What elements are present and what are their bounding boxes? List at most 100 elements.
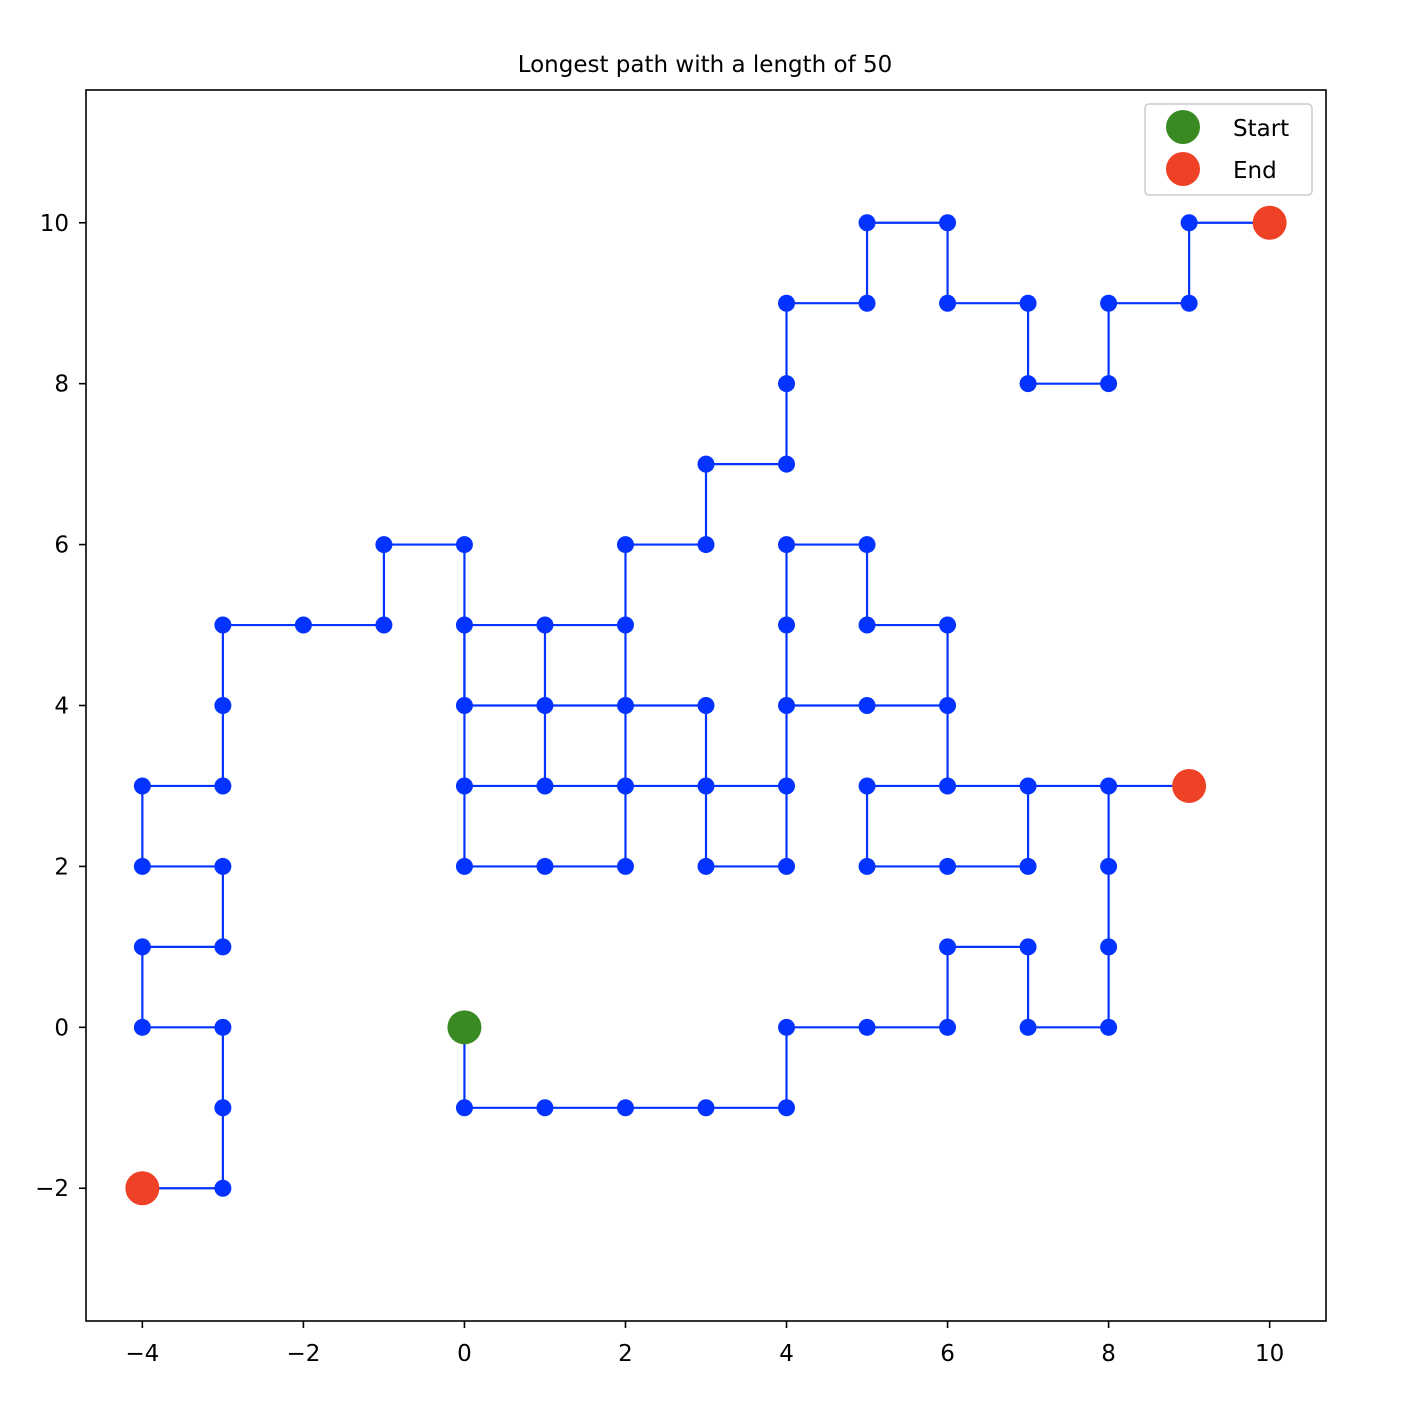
path-node [1019, 857, 1037, 875]
path-node [697, 455, 715, 473]
path-node [939, 938, 957, 956]
path-node [778, 1018, 796, 1036]
path-node [536, 697, 554, 714]
path-node [1100, 938, 1118, 956]
y-tick-label: 2 [54, 854, 69, 880]
path-node [697, 697, 715, 714]
path-node [858, 857, 876, 875]
path-node [858, 1018, 876, 1036]
path-node [616, 616, 634, 634]
path-node [1019, 294, 1037, 312]
path-node [858, 697, 876, 714]
path-node [616, 697, 634, 714]
path-node [858, 536, 876, 554]
path-node [939, 214, 957, 232]
path-node [1100, 857, 1118, 875]
legend-marker-end [1166, 152, 1200, 186]
path-node [858, 214, 876, 232]
path-node [697, 536, 715, 554]
legend-label-end: End [1233, 158, 1277, 184]
x-tick-label: −4 [125, 1341, 159, 1367]
path-node [616, 777, 634, 795]
plot-area [125, 205, 1287, 1206]
path-node [1100, 375, 1118, 393]
path-node [214, 857, 232, 875]
x-tick-label: 10 [1255, 1341, 1284, 1367]
path-node [1180, 214, 1198, 232]
path-node [294, 616, 312, 634]
path-node [1019, 375, 1037, 393]
x-tick-label: 0 [457, 1341, 472, 1367]
path-node [214, 1099, 232, 1117]
y-tick-label: 4 [54, 694, 69, 720]
path-node [1100, 294, 1118, 312]
x-axis: −4 −2 0 2 4 6 8 10 [125, 1321, 1284, 1367]
path-node [858, 777, 876, 795]
path-segment-6 [624, 221, 1270, 626]
y-tick-label: 8 [54, 372, 69, 398]
end-point-marker [1172, 768, 1207, 803]
path-node [455, 777, 473, 795]
path-node [778, 455, 796, 473]
path-node [375, 536, 393, 554]
path-node [858, 294, 876, 312]
path-segment-2 [865, 784, 1030, 868]
path-node [939, 697, 957, 714]
path-node [536, 616, 554, 634]
path-node [697, 857, 715, 875]
x-tick-label: 6 [940, 1341, 955, 1367]
path-node [616, 857, 634, 875]
end-point-marker [125, 1171, 160, 1206]
start-point-marker [447, 1010, 482, 1045]
path-node [778, 857, 796, 875]
path-node [697, 1099, 715, 1117]
end-point-marker [1252, 205, 1287, 240]
x-tick-label: 2 [618, 1341, 633, 1367]
path-node [778, 697, 796, 714]
y-tick-label: 10 [40, 211, 69, 237]
path-node [214, 616, 232, 634]
path-node [1100, 1018, 1118, 1036]
path-node [536, 1099, 554, 1117]
x-tick-label: 8 [1101, 1341, 1116, 1367]
path-node [1019, 777, 1037, 795]
y-tick-label: −2 [35, 1176, 69, 1202]
path-node [133, 777, 151, 795]
path-node [939, 616, 957, 634]
path-node [1019, 938, 1037, 956]
legend-label-start: Start [1233, 116, 1289, 142]
legend: Start End [1144, 103, 1313, 196]
path-node [375, 616, 393, 634]
path-node [536, 857, 554, 875]
path-node [778, 294, 796, 312]
path-node [536, 777, 554, 795]
path-node [214, 1179, 232, 1197]
path-node [616, 536, 634, 554]
path-node [214, 1018, 232, 1036]
y-tick-label: 0 [54, 1015, 69, 1041]
path-node [214, 777, 232, 795]
path-node [778, 777, 796, 795]
legend-marker-start [1166, 110, 1200, 144]
path-node [939, 777, 957, 795]
path-node [778, 616, 796, 634]
path-node [1019, 1018, 1037, 1036]
path-node [1100, 777, 1118, 795]
chart-title: Longest path with a length of 50 [518, 52, 893, 78]
path-node [858, 616, 876, 634]
path-node [939, 294, 957, 312]
path-node [133, 938, 151, 956]
y-axis: −2 0 2 4 6 8 10 [35, 211, 86, 1202]
path-node [778, 375, 796, 393]
path-node [939, 1018, 957, 1036]
path-node [214, 938, 232, 956]
path-node [455, 697, 473, 714]
path-node [616, 1099, 634, 1117]
path-node [455, 1099, 473, 1117]
path-node [455, 536, 473, 554]
path-node [1180, 294, 1198, 312]
path-node [778, 536, 796, 554]
path-node [939, 857, 957, 875]
path-node [455, 616, 473, 634]
